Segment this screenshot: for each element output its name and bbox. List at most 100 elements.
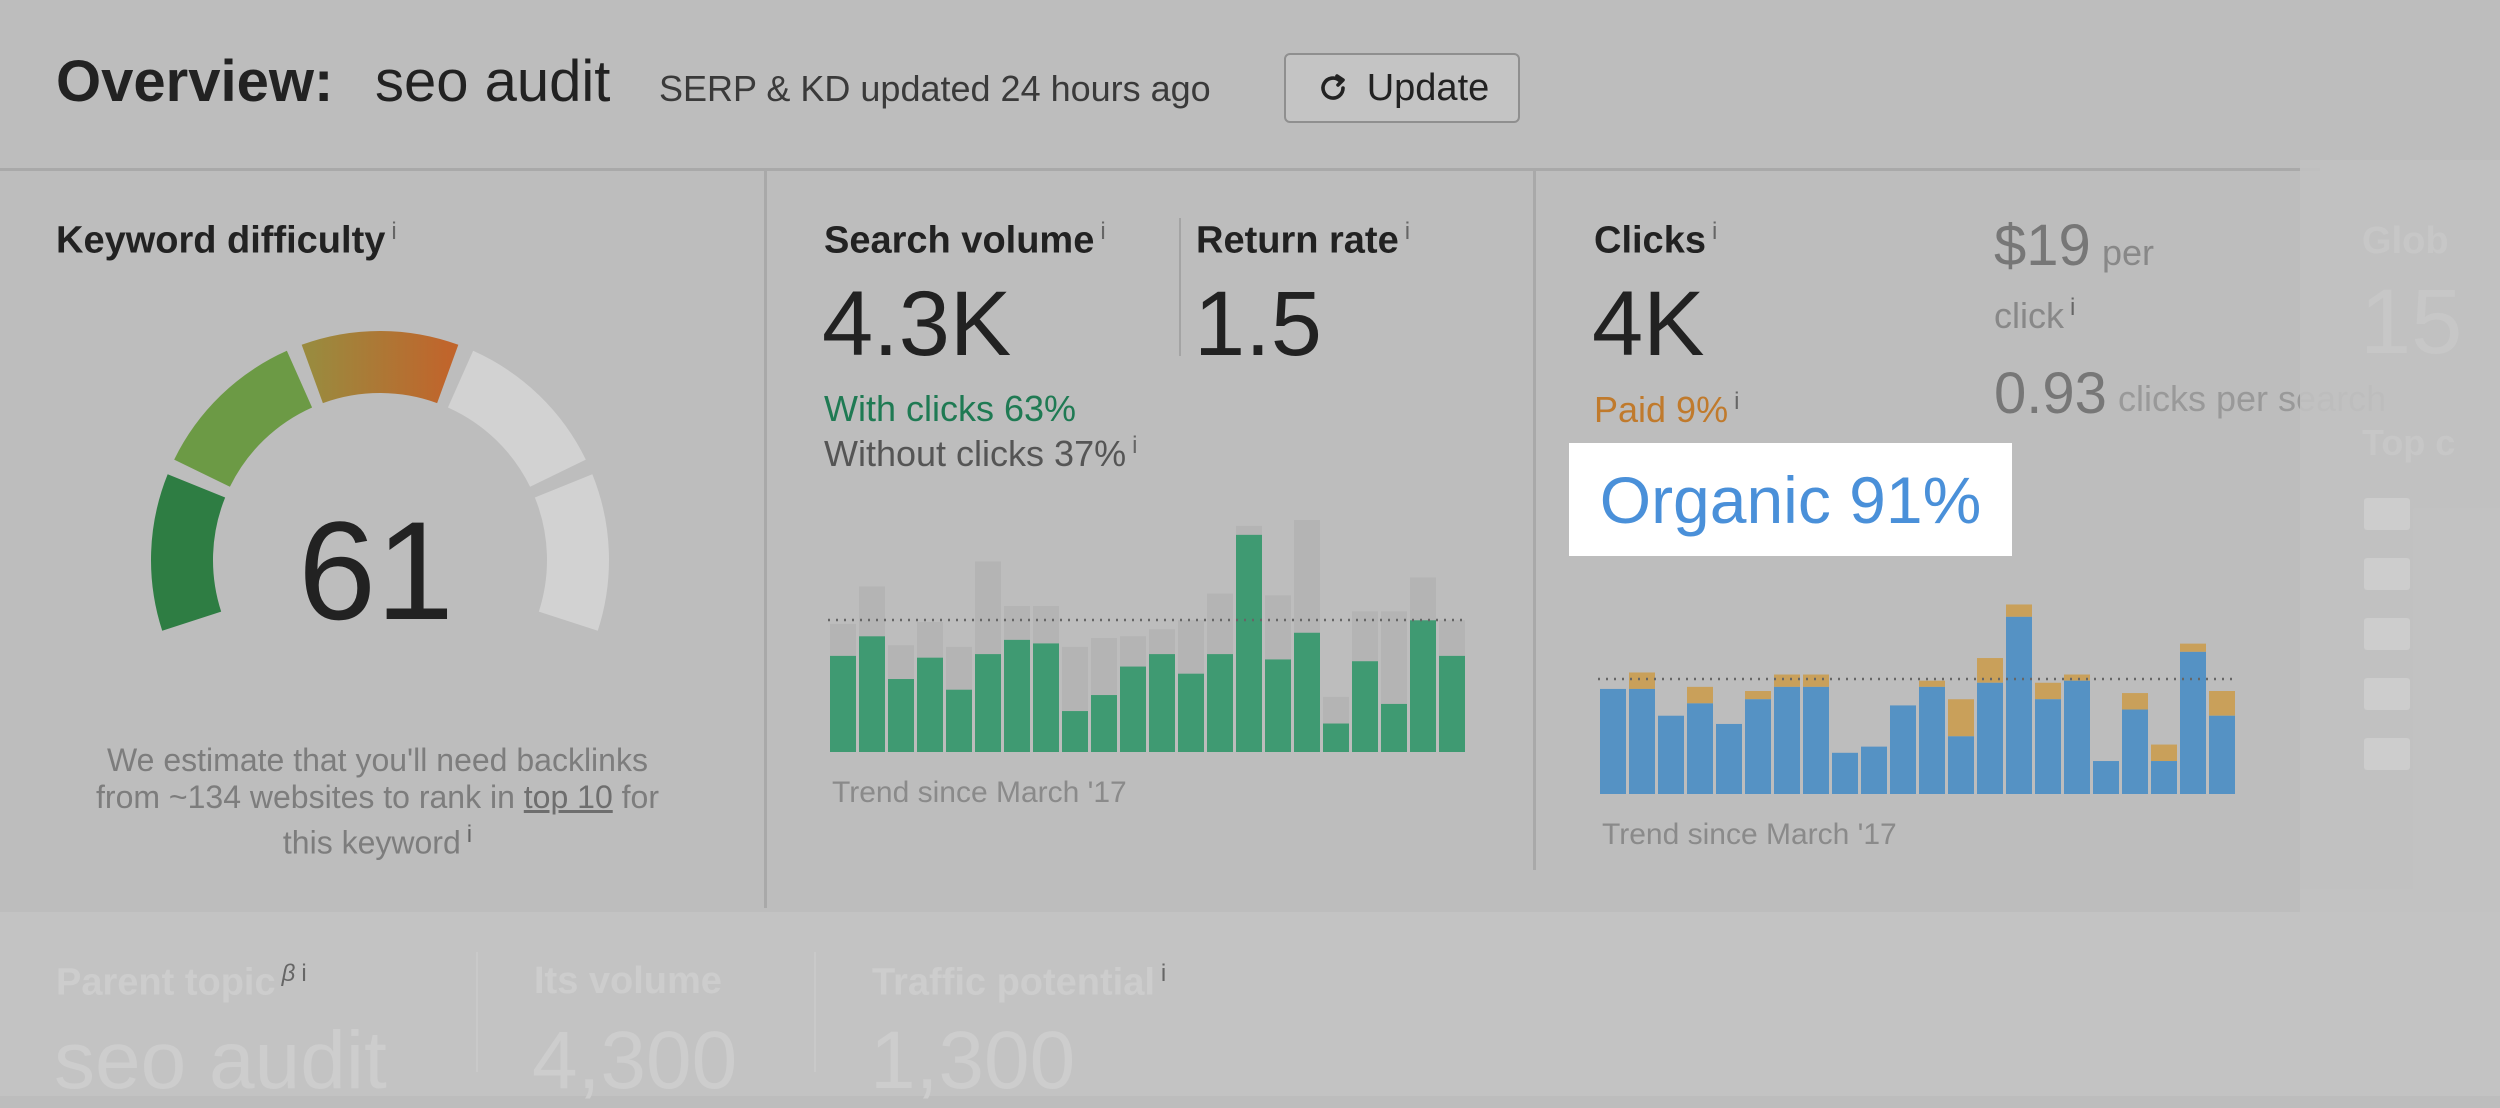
- trend-bar-with-clicks: [1149, 654, 1175, 752]
- trend-bar-paid: [2180, 643, 2206, 652]
- trend-bar-organic: [1774, 686, 1800, 794]
- traffic-potential-value: 1,300: [870, 1015, 1076, 1106]
- trend-bar-without-clicks: [1120, 636, 1146, 667]
- info-icon[interactable]: i: [1404, 218, 1411, 245]
- trend-bar-organic: [1716, 723, 1742, 794]
- update-button[interactable]: Update: [1284, 53, 1520, 123]
- metric-divider: [1179, 218, 1181, 356]
- trend-bar-without-clicks: [1439, 620, 1465, 656]
- its-volume-label: Its volume: [534, 960, 722, 1002]
- trend-bar-organic: [1832, 752, 1858, 794]
- trend-bar-organic: [2209, 715, 2235, 794]
- trend-bar-without-clicks: [859, 586, 885, 637]
- clicks-label: Clicks i: [1594, 218, 1717, 263]
- updated-status: SERP & KD updated 24 hours ago: [659, 68, 1211, 109]
- trend-bar-paid: [1948, 699, 1974, 737]
- trend-bar-with-clicks: [1352, 661, 1378, 752]
- trend-bar-with-clicks: [946, 689, 972, 752]
- top-10-link[interactable]: top 10: [523, 779, 613, 815]
- info-icon[interactable]: i: [2070, 294, 2076, 321]
- info-icon[interactable]: i: [1734, 388, 1740, 415]
- without-clicks: Without clicks 37% i: [824, 432, 1137, 475]
- info-icon[interactable]: i: [391, 218, 397, 245]
- trend-bar-organic: [1629, 688, 1655, 794]
- clicks-per-search-value: 0.93: [1994, 361, 2107, 426]
- trend-bar-with-clicks: [1323, 723, 1349, 752]
- info-icon[interactable]: i: [1132, 432, 1138, 459]
- bottom-divider: [814, 952, 816, 1072]
- trend-bar-organic: [2064, 680, 2090, 794]
- gauge-segment: [151, 474, 226, 631]
- info-icon[interactable]: i: [466, 821, 473, 848]
- clicks-value: 4K: [1592, 273, 1705, 375]
- trend-bar-paid: [2209, 691, 2235, 716]
- trend-bar-organic: [1803, 686, 1829, 794]
- kd-note-line1: We estimate that you'll need backlinks: [107, 742, 648, 778]
- trend-bar-without-clicks: [1004, 606, 1030, 640]
- search-volume-trend-chart: [828, 520, 1468, 752]
- trend-bar-paid: [2035, 682, 2061, 700]
- search-volume-label: Search volume i: [824, 218, 1106, 263]
- parent-topic-value[interactable]: seo audit: [54, 1015, 387, 1106]
- info-icon[interactable]: i: [1711, 218, 1718, 245]
- country-flag-icon: [2364, 678, 2410, 710]
- country-flag-icon: [2364, 618, 2410, 650]
- trend-bar-with-clicks: [888, 679, 914, 752]
- paid-clicks: Paid 9% i: [1594, 388, 1739, 431]
- kd-score: 61: [298, 492, 454, 649]
- keyword-title: seo audit: [375, 49, 611, 114]
- traffic-potential-label-text: Traffic potential: [872, 961, 1155, 1004]
- trend-bar-organic: [1687, 703, 1713, 794]
- trend-bar-with-clicks: [1004, 639, 1030, 752]
- trend-bar-paid: [2122, 693, 2148, 710]
- kd-label: Keyword difficulty i: [56, 218, 397, 263]
- trend-bar-without-clicks: [1265, 595, 1291, 660]
- info-icon[interactable]: i: [1160, 960, 1167, 987]
- country-flag-icon: [2364, 498, 2410, 530]
- trend-bar-paid: [1687, 686, 1713, 704]
- trend-bar-organic: [2093, 761, 2119, 794]
- gauge-segment: [447, 350, 586, 488]
- beta-badge: β: [281, 960, 296, 987]
- search-volume-value: 4.3K: [822, 273, 1012, 375]
- info-icon[interactable]: i: [301, 960, 307, 987]
- trend-bar-organic: [2006, 616, 2032, 794]
- trend-bar-with-clicks: [1178, 673, 1204, 752]
- trend-bar-without-clicks: [1062, 646, 1088, 712]
- trend-bar-organic: [2122, 709, 2148, 794]
- info-icon[interactable]: i: [1100, 218, 1106, 245]
- with-clicks: With clicks 63%: [824, 388, 1077, 429]
- kd-note-line3: this keyword i: [90, 816, 665, 862]
- trend-bar-with-clicks: [975, 654, 1001, 752]
- trend-bar-with-clicks: [1033, 643, 1059, 752]
- parent-topic-label-text: Parent topic: [56, 961, 276, 1004]
- bottom-metrics-row: Parent topic β i seo audit Its volume 4,30…: [0, 912, 2500, 1106]
- trend-bar-with-clicks: [1381, 703, 1407, 752]
- trend-bar-without-clicks: [888, 645, 914, 680]
- trend-bar-with-clicks: [830, 655, 856, 752]
- trend-bar-paid: [1745, 691, 1771, 700]
- panel-divider: [1533, 170, 1536, 870]
- faded-global-volume-panel: Glob 15 Top c: [2300, 160, 2500, 920]
- traffic-potential-label: Traffic potential i: [872, 960, 1166, 1005]
- cpc-click: click i: [1994, 294, 2075, 337]
- trend-bar-with-clicks: [1062, 711, 1088, 752]
- organic-clicks: Organic 91%: [1599, 462, 1982, 537]
- trend-bar-paid: [1774, 674, 1800, 687]
- clicks-trend-label: Trend since March '17: [1602, 818, 1897, 851]
- trend-bar-organic: [1745, 699, 1771, 794]
- bottom-divider: [476, 952, 478, 1072]
- trend-bar-without-clicks: [830, 623, 856, 656]
- trend-bar-without-clicks: [1381, 611, 1407, 704]
- trend-bar-paid: [1919, 680, 1945, 687]
- trend-bar-paid: [2064, 674, 2090, 681]
- trend-bar-without-clicks: [1149, 629, 1175, 655]
- header-divider: [0, 168, 2320, 171]
- clicks-trend-chart: [1598, 604, 2238, 794]
- trend-bar-with-clicks: [1207, 654, 1233, 752]
- trend-bar-without-clicks: [1033, 606, 1059, 644]
- return-rate-value: 1.5: [1194, 273, 1322, 375]
- trend-bar-organic: [2035, 699, 2061, 794]
- kd-note: We estimate that you'll need backlinks f…: [90, 742, 665, 862]
- trend-bar-without-clicks: [1294, 520, 1320, 633]
